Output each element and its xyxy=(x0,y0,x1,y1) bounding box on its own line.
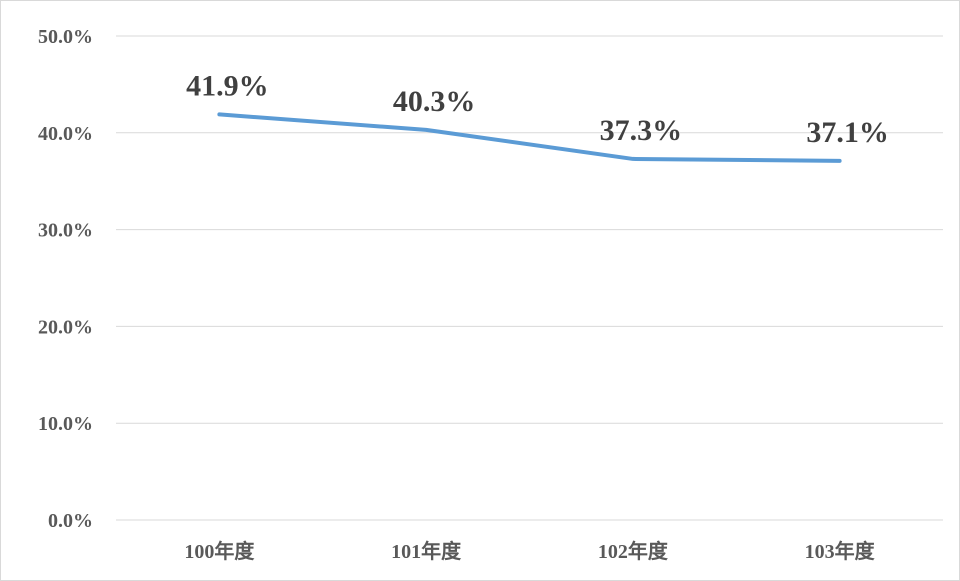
y-tick-label-3: 30.0% xyxy=(38,220,93,242)
data-label-3: 37.1% xyxy=(806,116,889,149)
series-line-0 xyxy=(217,112,842,163)
x-tick-label-1: 101年度 xyxy=(391,539,462,563)
x-tick-label-2: 102年度 xyxy=(598,539,669,563)
y-tick-label-4: 40.0% xyxy=(38,123,93,145)
y-tick-label-0: 0.0% xyxy=(48,510,93,532)
data-label-1: 40.3% xyxy=(393,85,476,118)
y-tick-label-5: 50.0% xyxy=(38,26,93,48)
x-tick-label-0: 100年度 xyxy=(184,539,255,563)
x-tick-label-3: 103年度 xyxy=(805,539,876,563)
y-tick-label-2: 20.0% xyxy=(38,316,93,338)
y-tick-label-1: 10.0% xyxy=(38,413,93,435)
data-label-2: 37.3% xyxy=(600,114,683,147)
data-label-0: 41.9% xyxy=(186,69,269,102)
